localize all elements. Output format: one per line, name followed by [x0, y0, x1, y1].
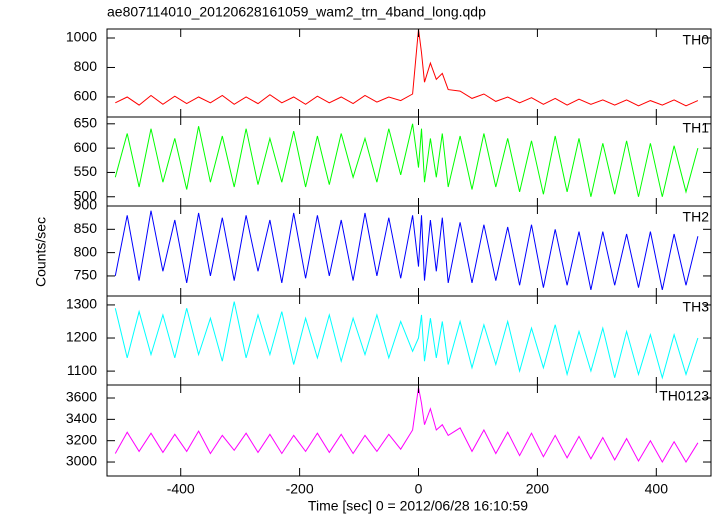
data-line [114, 387, 699, 464]
data-line [115, 29, 699, 107]
y-tick-label: 850 [74, 220, 98, 236]
y-tick-label: 1200 [66, 329, 97, 345]
panel-frame [106, 28, 712, 118]
x-tick-label: 200 [526, 481, 550, 497]
y-tick-label: 1300 [66, 296, 97, 312]
series-label: TH0 [683, 32, 710, 48]
y-tick-label: 1000 [66, 29, 97, 45]
x-tick-label: 400 [645, 481, 669, 497]
chart-title: ae807114010_20120628161059_wam2_trn_4ban… [107, 4, 486, 20]
y-tick-label: 650 [74, 115, 98, 131]
series-label: TH2 [683, 209, 710, 225]
y-tick-label: 3200 [66, 431, 97, 447]
y-tick-label: 3000 [66, 453, 97, 469]
x-axis-label: Time [sec] 0 = 2012/06/28 16:10:59 [308, 498, 528, 514]
y-tick-label: 3400 [66, 410, 97, 426]
y-tick-label: 800 [74, 243, 98, 259]
data-line [114, 210, 699, 291]
y-tick-label: 800 [74, 58, 98, 74]
data-line [114, 301, 699, 380]
series-label: TH1 [683, 120, 710, 136]
y-tick-label: 600 [74, 139, 98, 155]
panel-frame [106, 384, 712, 477]
series-label: TH0123 [659, 388, 709, 404]
y-tick-label: 600 [74, 88, 98, 104]
y-tick-label: 3600 [66, 389, 97, 405]
panel-frame [106, 295, 712, 386]
y-tick-label: 550 [74, 163, 98, 179]
y-tick-label: 500 [74, 187, 98, 203]
data-line [114, 123, 699, 197]
y-tick-label: 900 [74, 197, 98, 213]
series-label: TH3 [683, 299, 710, 315]
x-tick-label: -400 [167, 481, 195, 497]
y-axis-label: Counts/sec [33, 217, 49, 287]
y-tick-label: 1100 [67, 362, 97, 378]
y-tick-label: 750 [74, 267, 98, 283]
x-tick-label: 0 [415, 481, 423, 497]
x-tick-label: -200 [286, 481, 314, 497]
